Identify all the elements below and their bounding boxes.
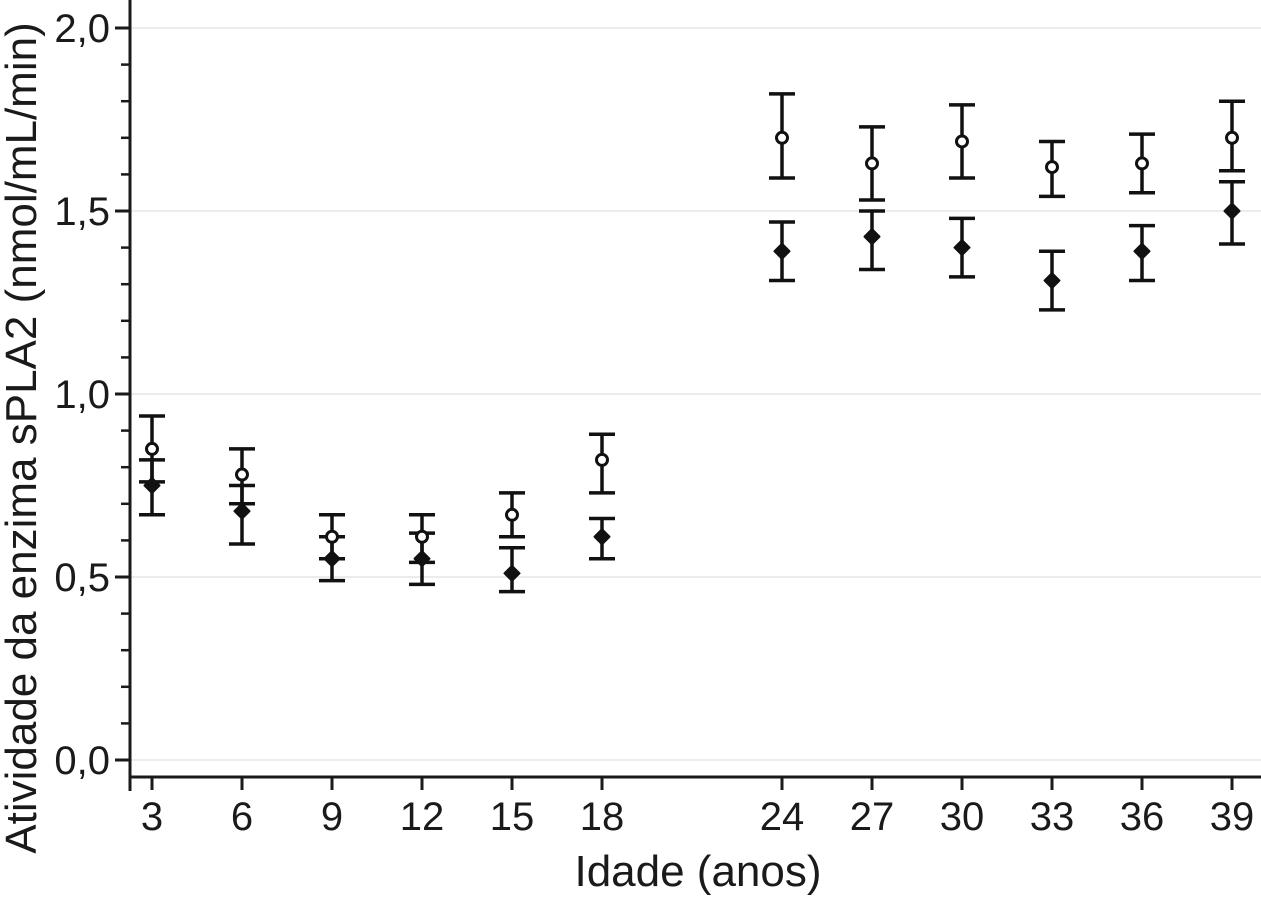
- x-tick-label: 33: [1030, 795, 1075, 839]
- marker-open-circle: [1045, 160, 1059, 175]
- y-tick-label: 2,0: [54, 7, 110, 51]
- y-axis-title: Atividade da enzima sPLA2 (nmol/mL/min): [0, 22, 46, 853]
- marker-open-circle: [505, 507, 519, 522]
- x-tick-label: 24: [760, 795, 805, 839]
- marker-open-circle: [1225, 130, 1239, 145]
- marker-open-circle: [415, 529, 429, 544]
- marker-open-circle: [145, 441, 159, 456]
- marker-filled-diamond: [233, 502, 251, 520]
- marker-open-circle: [235, 467, 249, 482]
- x-tick-label: 9: [321, 795, 343, 839]
- marker-open-circle: [595, 452, 609, 467]
- y-tick-label: 0,0: [54, 739, 110, 783]
- y-tick-label: 1,0: [54, 373, 110, 417]
- marker-open-circle: [775, 130, 789, 145]
- x-tick-label: 36: [1120, 795, 1165, 839]
- marker-filled-diamond: [143, 477, 161, 494]
- marker-filled-diamond: [503, 564, 521, 582]
- marker-filled-diamond: [1133, 242, 1151, 260]
- marker-filled-diamond: [413, 550, 431, 568]
- marker-open-circle: [325, 529, 339, 544]
- x-tick-label: 18: [580, 795, 625, 839]
- grid-layer: [130, 27, 1261, 761]
- marker-open-circle: [955, 134, 969, 149]
- x-tick-label: 12: [400, 795, 445, 839]
- x-tick-label: 15: [490, 795, 535, 839]
- data-layer: [139, 92, 1245, 594]
- marker-filled-diamond: [1223, 202, 1241, 220]
- x-axis-title: Idade (anos): [574, 847, 821, 896]
- x-tick-label: 27: [850, 795, 895, 839]
- y-tick-label: 0,5: [54, 556, 110, 600]
- marker-filled-diamond: [773, 242, 791, 260]
- marker-filled-diamond: [593, 528, 611, 546]
- x-tick-label: 30: [940, 795, 985, 839]
- axis-layer: 0,00,51,01,52,03 6 9 12 15 18 24 27 30 33 36 39: [54, 0, 1261, 839]
- marker-open-circle: [865, 156, 879, 171]
- x-tick-label: 39: [1210, 795, 1255, 839]
- marker-open-circle: [1135, 156, 1149, 171]
- x-tick-label: 6: [231, 795, 253, 839]
- marker-filled-diamond: [1043, 272, 1061, 290]
- y-tick-label: 1,5: [54, 190, 110, 234]
- marker-filled-diamond: [953, 239, 971, 257]
- x-tick-label: 3: [141, 795, 163, 839]
- marker-filled-diamond: [323, 550, 341, 568]
- marker-filled-diamond: [863, 228, 881, 246]
